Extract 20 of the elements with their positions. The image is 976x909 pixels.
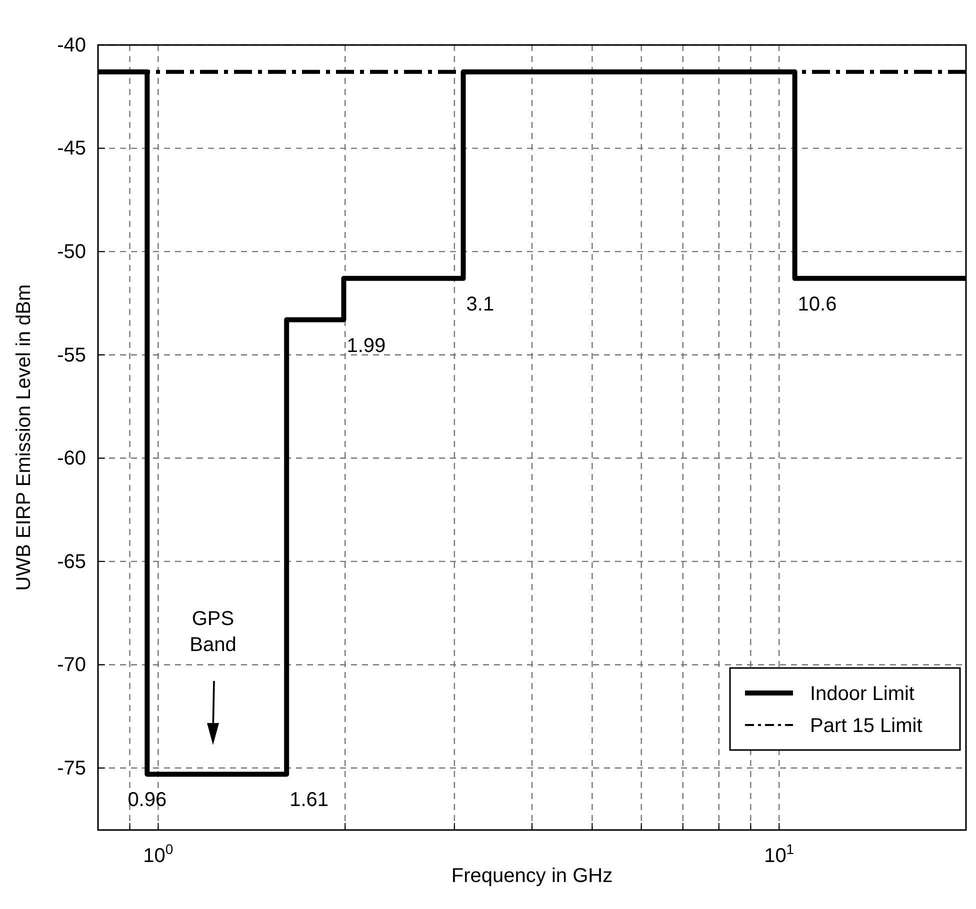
- y-tick-label: -55: [57, 344, 86, 366]
- annotation: 0.96: [128, 789, 167, 812]
- y-axis-title: UWB EIRP Emission Level in dBm: [13, 284, 35, 591]
- y-tick-label: -75: [57, 757, 86, 780]
- x-tick-label: 10$^{0}$: [143, 841, 174, 868]
- y-tick-label: -60: [57, 448, 86, 470]
- annotation: 3.1: [466, 293, 494, 316]
- y-tick-label: -65: [57, 550, 86, 573]
- y-tick-label: -50: [57, 240, 86, 263]
- y-tick-label: -70: [57, 654, 86, 676]
- x-tick-label: 10$^{1}$: [764, 841, 794, 868]
- x-axis-title: Frequency in GHz: [451, 865, 613, 887]
- legend-label: Part 15 Limit: [810, 715, 923, 737]
- annotation: 1.61: [290, 789, 329, 812]
- y-tick-label: -45: [57, 138, 86, 160]
- annotation: GPS Band: [190, 608, 236, 656]
- annotation: 1.99: [346, 334, 386, 357]
- legend-label: Indoor Limit: [810, 683, 915, 705]
- y-tick-label: -40: [57, 34, 86, 56]
- annotation: 10.6: [798, 293, 837, 316]
